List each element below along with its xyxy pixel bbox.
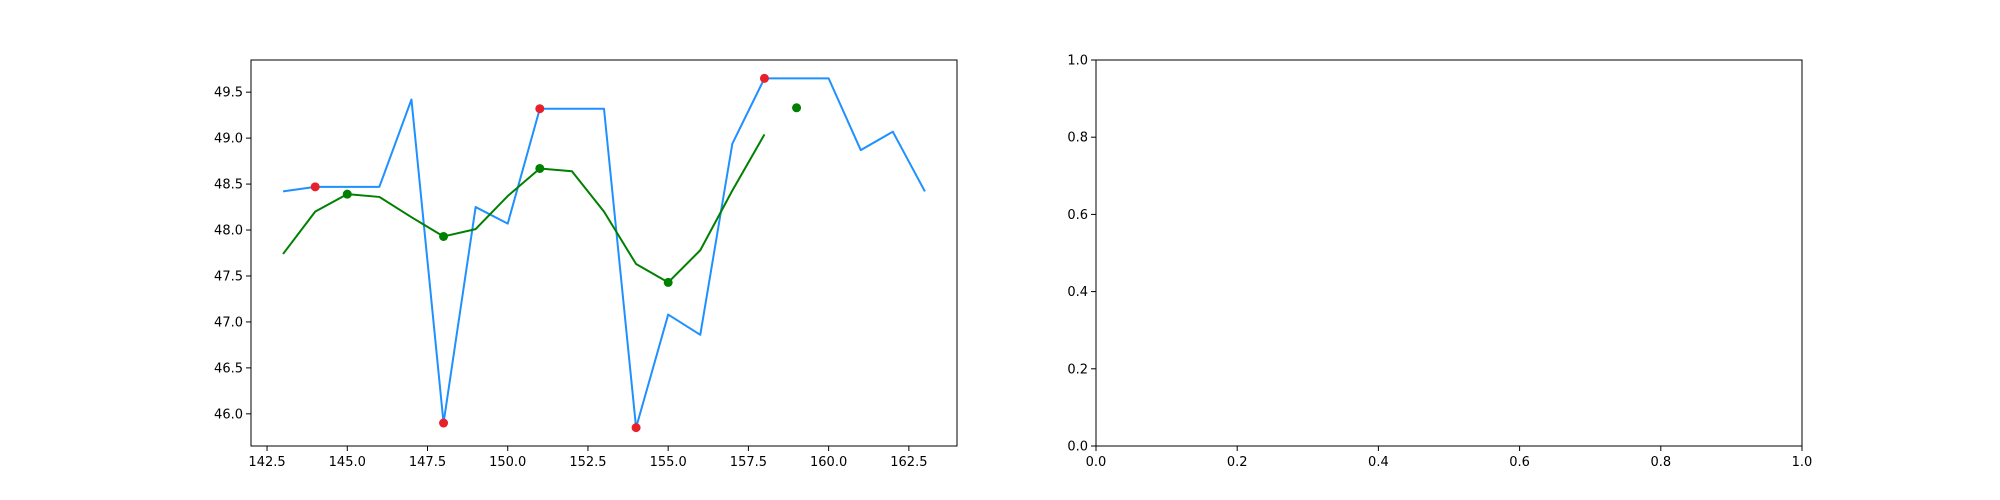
y-tick-label: 0.8 [1067, 131, 1088, 146]
y-tick-label: 46.5 [214, 361, 243, 376]
y-tick-label: 0.2 [1067, 362, 1088, 377]
y-tick-label: 46.0 [214, 407, 243, 422]
axes-frame [250, 59, 958, 447]
x-tick-label: 152.5 [569, 455, 606, 470]
y-tick-label: 0.0 [1067, 440, 1088, 455]
scatter-point-2-4 [663, 277, 673, 287]
right-empty-chart: 0.0 0.2 0.4 0.6 0.8 1.0 0.0 0.2 0.4 0.6 0.8 1.0 [1067, 54, 1812, 471]
x-tick-label: 147.5 [409, 455, 446, 470]
series-line-1 [282, 77, 926, 429]
x-tick-label: 0.0 [1086, 455, 1107, 470]
y-tick-label: 47.5 [214, 269, 243, 284]
x-tick-label: 0.4 [1368, 455, 1389, 470]
y-tick-label: 48.5 [214, 178, 243, 193]
y-tick-label: 0.6 [1067, 208, 1088, 223]
x-tick-label: 1.0 [1792, 455, 1813, 470]
x-tick-label: 142.5 [248, 455, 285, 470]
series-line-2 [282, 133, 766, 284]
scatter-point-2-2 [439, 231, 449, 241]
scatter-point-1-4 [631, 423, 641, 433]
x-tick-label: 155.0 [650, 455, 687, 470]
y-tick-label: 1.0 [1067, 54, 1088, 69]
y-tick-label: 47.0 [214, 315, 243, 330]
scatter-point-2-3 [535, 163, 545, 173]
y-tick-label: 48.0 [214, 224, 243, 239]
x-tick-label: 0.6 [1509, 455, 1530, 470]
x-tick-label: 0.8 [1650, 455, 1671, 470]
scatter-point-1-5 [759, 73, 769, 83]
y-tick-label: 0.4 [1067, 285, 1088, 300]
axes-frame [1095, 59, 1803, 447]
scatter-point-2-1 [342, 189, 352, 199]
x-tick-label: 160.0 [810, 455, 847, 470]
x-tick-label: 157.5 [730, 455, 767, 470]
left-line-chart: 142.5 145.0 147.5 150.0 152.5 155.0 157.5 160.0… [214, 59, 958, 470]
x-tick-label: 150.0 [489, 455, 526, 470]
scatter-point-1-3 [535, 104, 545, 114]
x-tick-label: 0.2 [1227, 455, 1248, 470]
x-tick-label: 162.5 [890, 455, 927, 470]
x-tick-label: 145.0 [329, 455, 366, 470]
scatter-point-1-2 [439, 418, 449, 428]
scatter-point-1-1 [310, 182, 320, 192]
scatter-point-2-5 [792, 103, 802, 113]
y-tick-label: 49.0 [214, 132, 243, 147]
y-tick-label: 49.5 [214, 86, 243, 101]
